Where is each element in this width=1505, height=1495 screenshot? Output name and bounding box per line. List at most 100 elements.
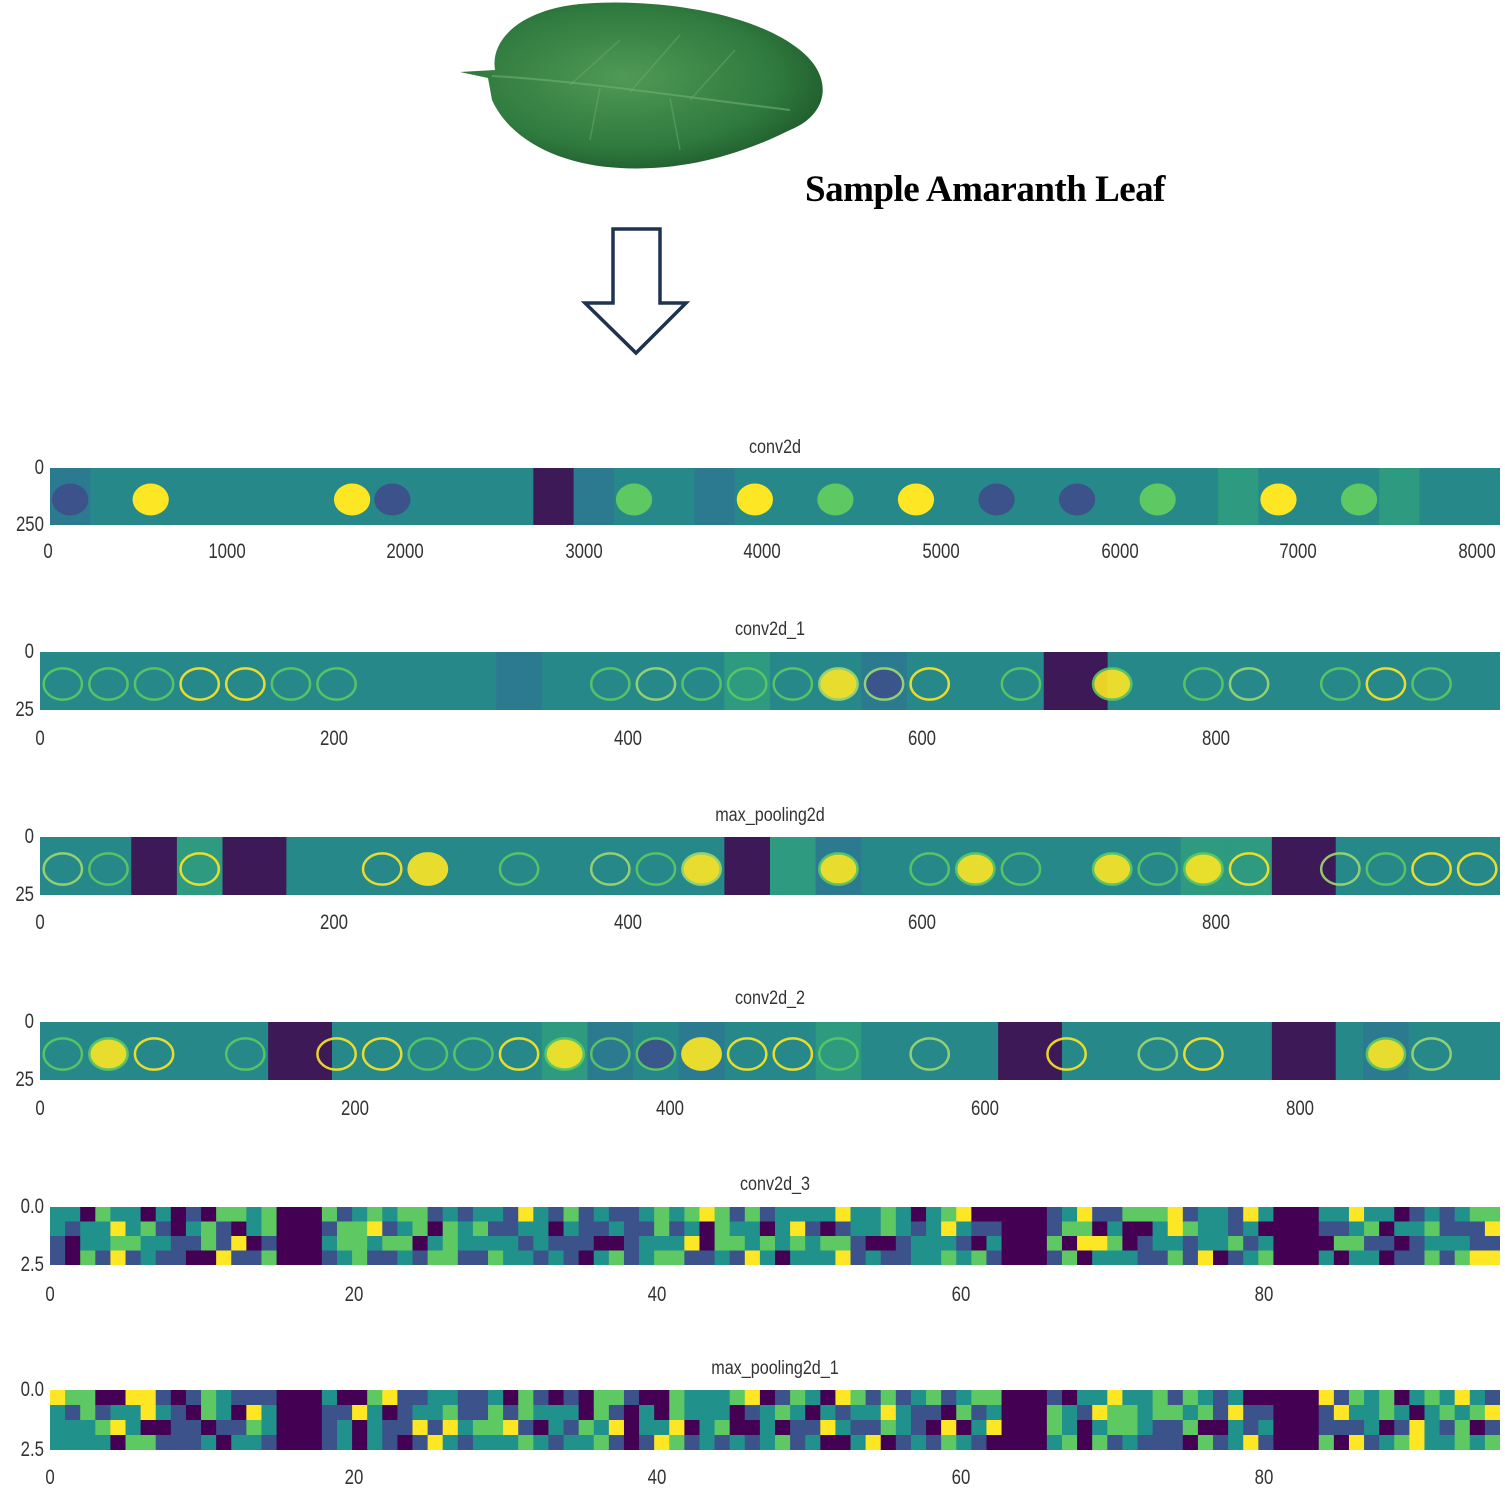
activation-blob	[978, 483, 1015, 516]
activation-cell	[1273, 1390, 1290, 1406]
activation-cell	[216, 1207, 232, 1223]
activation-cell	[1364, 1420, 1380, 1436]
activation-cell	[926, 1390, 942, 1406]
activation-cell	[805, 1405, 821, 1421]
activation-cell	[654, 1435, 670, 1450]
activation-cell	[820, 1250, 837, 1265]
activation-cell	[1348, 1250, 1365, 1265]
activation-cell	[1469, 1405, 1486, 1421]
activation-outline	[407, 1037, 449, 1071]
activation-cell	[1167, 1390, 1184, 1406]
activation-cell	[397, 1236, 414, 1252]
activation-cell	[578, 1236, 595, 1252]
activation-cell	[1213, 1435, 1229, 1450]
activation-cell	[910, 1405, 927, 1421]
activation-cell	[457, 1207, 474, 1223]
activation-cell	[835, 1221, 852, 1237]
x-tick-label: 0	[45, 1283, 55, 1306]
activation-cell	[427, 1207, 444, 1223]
activation-cell	[50, 1435, 66, 1450]
activation-cell	[880, 1236, 897, 1252]
activation-cell	[185, 1435, 202, 1450]
activation-cell	[1077, 1207, 1093, 1223]
activation-cell	[910, 1420, 927, 1436]
activation-cell	[472, 1236, 489, 1252]
activation-outline	[544, 1037, 586, 1071]
activation-outline	[133, 667, 175, 701]
panel-title: conv2d_1	[734, 619, 806, 640]
activation-blob	[1139, 483, 1176, 516]
feature-map-strip	[40, 652, 1500, 710]
activation-cell	[1152, 1250, 1169, 1265]
activation-cell	[563, 1435, 580, 1450]
activation-cell	[110, 1390, 127, 1406]
activation-cell	[850, 1405, 867, 1421]
activation-cell	[518, 1435, 534, 1450]
activation-cell	[548, 1221, 565, 1237]
activation-cell	[1484, 1221, 1500, 1237]
activation-cell	[790, 1236, 806, 1252]
activation-cell	[1273, 1405, 1290, 1421]
activation-cell	[1273, 1420, 1290, 1436]
activation-cell	[986, 1420, 1003, 1436]
activation-cell	[1001, 1405, 1018, 1421]
activation-cell	[941, 1207, 957, 1223]
activation-outline	[1411, 852, 1452, 886]
activation-cell	[729, 1420, 746, 1436]
activation-cell	[759, 1221, 776, 1237]
activation-cell	[1182, 1435, 1199, 1450]
activation-cell	[321, 1236, 338, 1252]
activation-cell	[729, 1390, 746, 1406]
activation-cell	[457, 1420, 474, 1436]
activation-outline	[1000, 667, 1042, 701]
activation-cell	[185, 1420, 202, 1436]
activation-cell	[1107, 1405, 1123, 1421]
activation-cell	[1394, 1250, 1410, 1265]
x-tick-label: 3000	[565, 540, 603, 563]
activation-cell	[1379, 1221, 1395, 1237]
activation-cell	[895, 1207, 912, 1223]
filter-tile	[1226, 837, 1272, 895]
activation-cell	[95, 1420, 112, 1436]
activation-cell	[261, 1405, 278, 1421]
activation-cell	[276, 1390, 293, 1406]
activation-cell	[110, 1236, 127, 1252]
activation-cell	[578, 1207, 595, 1223]
activation-outline	[635, 667, 677, 701]
activation-cell	[639, 1420, 655, 1436]
activation-cell	[352, 1420, 368, 1436]
activation-cell	[442, 1420, 459, 1436]
activation-cell	[578, 1435, 595, 1450]
activation-cell	[1137, 1405, 1154, 1421]
x-tick-label: 600	[970, 1097, 1000, 1120]
activation-cell	[1439, 1207, 1456, 1223]
activation-cell	[140, 1390, 157, 1406]
activation-cell	[65, 1221, 81, 1237]
activation-cell	[336, 1236, 353, 1252]
activation-cell	[684, 1250, 701, 1265]
activation-cell	[1213, 1236, 1229, 1252]
activation-cell	[412, 1390, 429, 1406]
activation-cell	[1288, 1250, 1305, 1265]
activation-cell	[1424, 1207, 1441, 1223]
x-tick-label: 60	[951, 1466, 970, 1489]
activation-cell	[518, 1390, 534, 1406]
activation-cell	[1333, 1420, 1350, 1436]
activation-cell	[533, 1221, 550, 1237]
activation-cell	[533, 1207, 550, 1223]
activation-cell	[759, 1435, 776, 1450]
activation-cell	[1379, 1236, 1395, 1252]
activation-cell	[865, 1221, 882, 1237]
activation-cell	[699, 1405, 716, 1421]
activation-cell	[1258, 1236, 1275, 1252]
activation-cell	[1137, 1250, 1154, 1265]
activation-cell	[1469, 1221, 1486, 1237]
activation-cell	[1454, 1236, 1471, 1252]
activation-outline	[1365, 667, 1407, 701]
activation-cell	[714, 1390, 731, 1406]
activation-cell	[1228, 1420, 1244, 1436]
activation-cell	[986, 1207, 1003, 1223]
activation-cell	[714, 1405, 731, 1421]
activation-cell	[246, 1250, 263, 1265]
activation-cell	[910, 1207, 927, 1223]
